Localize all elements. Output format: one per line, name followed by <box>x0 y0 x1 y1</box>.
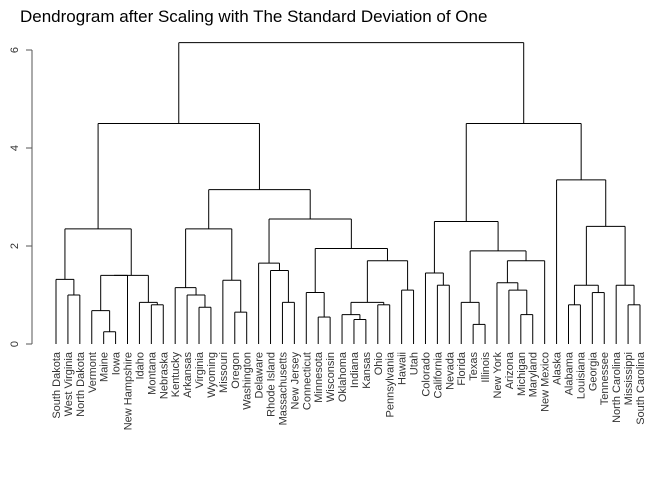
y-tick-label: 0 <box>9 341 21 347</box>
leaf-label: Maryland <box>528 352 540 397</box>
leaf-label: Alabama <box>563 351 575 395</box>
leaf-label: New Jersey <box>289 352 301 410</box>
y-axis: 0 2 4 6 <box>9 47 33 347</box>
leaf-label: Kansas <box>361 352 373 389</box>
leaf-label: Illinois <box>480 352 492 383</box>
leaf-label: Wyoming <box>206 352 218 398</box>
leaf-label: Idaho <box>134 352 146 380</box>
leaf-label: California <box>432 351 444 398</box>
leaf-label: North Carolina <box>611 351 623 423</box>
leaf-label: Alaska <box>552 351 564 385</box>
leaf-label: Kentucky <box>170 352 182 398</box>
leaf-label: Texas <box>468 352 480 381</box>
leaf-label: Ohio <box>373 352 385 375</box>
leaf-label: Hawaii <box>397 352 409 385</box>
leaf-label: Nebraska <box>158 351 170 399</box>
leaf-label: West Virginia <box>63 351 75 416</box>
leaf-label: Delaware <box>254 352 266 398</box>
leaf-label: Minnesota <box>313 351 325 403</box>
leaf-label: Utah <box>409 352 421 375</box>
leaf-label: Vermont <box>87 352 99 393</box>
leaf-label: Arizona <box>504 351 516 389</box>
leaf-label: Tennessee <box>599 352 611 405</box>
leaf-label: Oklahoma <box>337 351 349 402</box>
leaf-label: Pennsylvania <box>385 351 397 417</box>
leaf-label: Georgia <box>587 351 599 391</box>
leaf-label: North Dakota <box>75 351 87 417</box>
dendrogram-tree <box>55 42 641 344</box>
leaf-label: South Carolina <box>635 351 647 425</box>
y-tick-label: 4 <box>9 145 21 151</box>
leaf-label: New Hampshire <box>123 352 135 430</box>
leaf-labels: South Dakota West Virginia North Dakota Ver… <box>51 351 647 430</box>
leaf-label: Wisconsin <box>325 352 337 402</box>
chart-title: Dendrogram after Scaling with The Standa… <box>20 7 487 26</box>
leaf-label: Maine <box>99 352 111 382</box>
leaf-label: Montana <box>146 351 158 395</box>
leaf-label: Massachusetts <box>277 352 289 426</box>
leaf-label: New York <box>492 352 504 399</box>
leaf-label: Iowa <box>111 351 123 375</box>
leaf-label: Oregon <box>230 352 242 389</box>
leaf-label: Florida <box>456 351 468 386</box>
leaf-label: Nevada <box>444 351 456 390</box>
leaf-label: Washington <box>242 352 254 410</box>
leaf-label: Arkansas <box>182 352 194 398</box>
leaf-label: Missouri <box>218 352 230 393</box>
leaf-label: Rhode Island <box>266 352 278 417</box>
y-tick-label: 6 <box>9 47 21 53</box>
leaf-label: Colorado <box>420 352 432 397</box>
leaf-label: Connecticut <box>301 352 313 410</box>
leaf-label: Louisiana <box>575 351 587 399</box>
leaf-label: New Mexico <box>540 352 552 412</box>
leaf-label: Michigan <box>516 352 528 396</box>
leaf-label: Indiana <box>349 351 361 388</box>
leaf-label: Virginia <box>194 351 206 388</box>
y-tick-label: 2 <box>9 243 21 249</box>
leaf-label: Mississippi <box>623 352 635 405</box>
leaf-label: South Dakota <box>51 351 63 419</box>
